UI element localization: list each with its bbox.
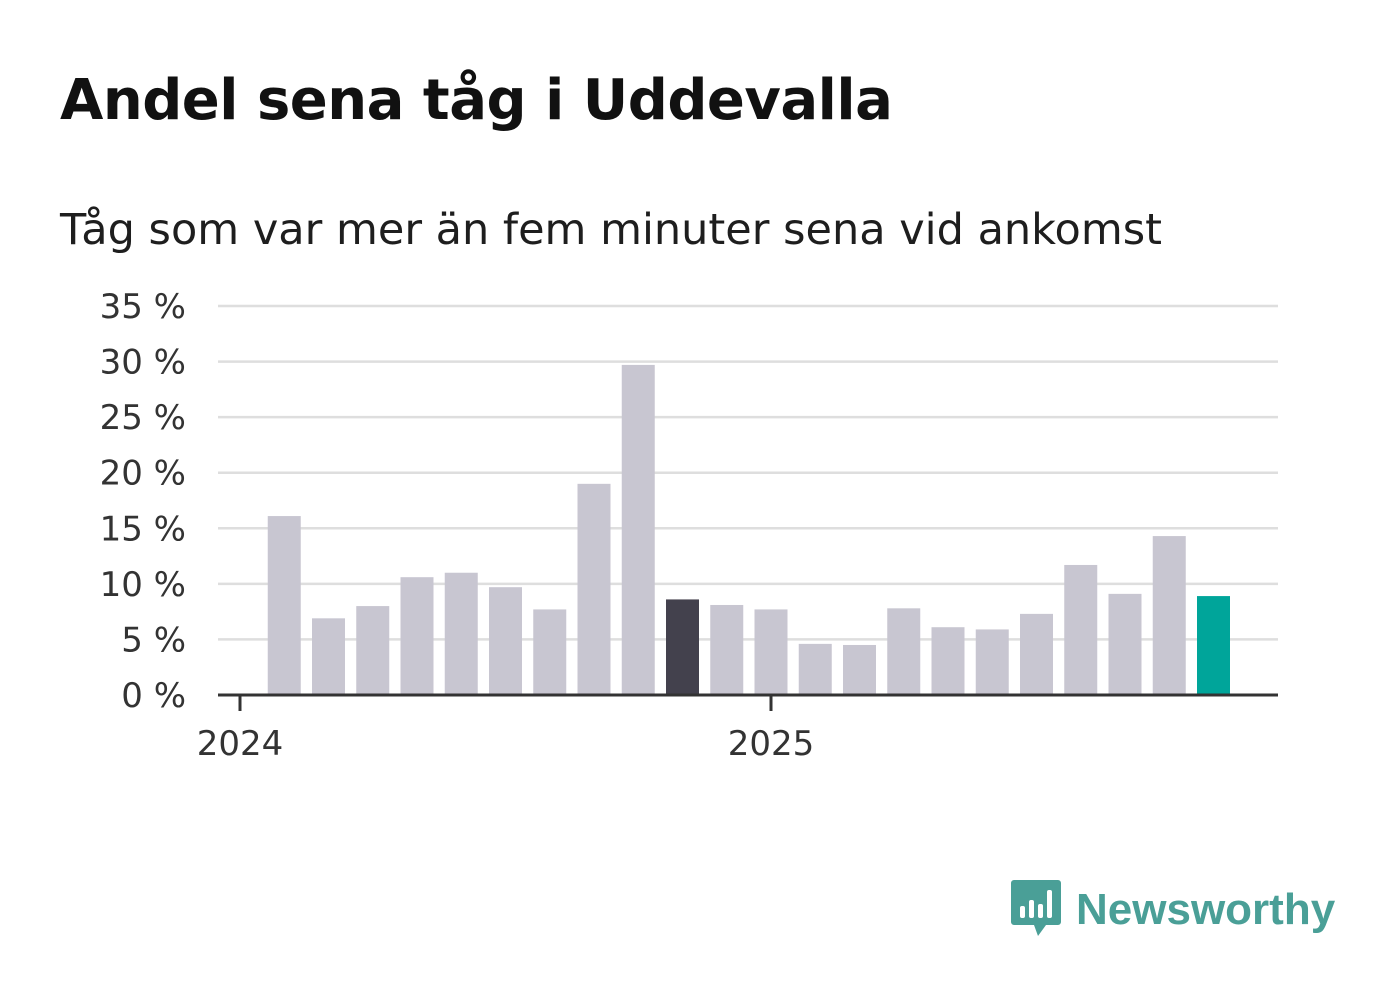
y-tick-label: 20 % <box>100 454 186 494</box>
y-tick-label: 30 % <box>100 343 186 383</box>
y-tick-label: 25 % <box>100 398 186 438</box>
bar-2024-02 <box>267 516 301 695</box>
bar-2024-03 <box>312 618 345 695</box>
bar-2024-08 <box>533 609 567 695</box>
bar-chart: 0 % 5 % 10 % 15 % 20 % 25 % 30 % 35 % 2024 2025 <box>100 287 1278 764</box>
bar-2025-01 <box>754 609 788 695</box>
bar-2025-02 <box>798 643 832 695</box>
newsworthy-logo: Newsworthy <box>1010 878 1335 942</box>
x-tick-label: 2024 <box>197 724 284 764</box>
bar-2024-09 <box>577 483 611 695</box>
bar-2024-04 <box>356 606 390 695</box>
y-tick-label: 15 % <box>100 509 186 549</box>
bar-2025-04 <box>887 608 921 695</box>
bar-2025-10 <box>1152 536 1186 695</box>
bar-2024-06 <box>444 572 478 695</box>
y-tick-label: 35 % <box>100 287 186 327</box>
x-tick-label: 2025 <box>728 724 815 764</box>
bar-2024-07 <box>489 587 522 695</box>
bar-2024-05 <box>400 577 434 695</box>
bar-2025-08 <box>1064 564 1098 695</box>
bar-2025-09 <box>1108 593 1142 695</box>
y-tick-label: 0 % <box>121 676 186 716</box>
bar-2025-05 <box>931 627 965 695</box>
chart-subtitle: Tåg som var mer än fem minuter sena vid … <box>60 205 1163 255</box>
chart-title: Andel sena tåg i Uddevalla <box>60 68 893 133</box>
bar-2025-06 <box>975 629 1009 695</box>
y-tick-label: 5 % <box>121 620 186 660</box>
newsworthy-chart-bubble-icon <box>1010 878 1062 942</box>
y-tick-label: 10 % <box>100 565 186 605</box>
bar-2024-11 <box>666 599 699 695</box>
brand-name: Newsworthy <box>1076 885 1336 934</box>
bar-2025-11 <box>1197 596 1230 695</box>
bar-2025-07 <box>1020 613 1053 695</box>
bar-2024-10 <box>621 364 655 695</box>
bar-2025-03 <box>843 644 876 695</box>
bar-2024-12 <box>710 604 744 695</box>
